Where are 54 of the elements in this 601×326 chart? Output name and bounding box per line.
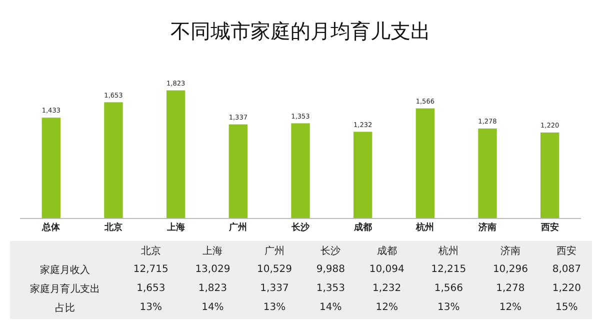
data-label: 12,215	[430, 263, 468, 277]
data-label: 12%	[498, 301, 523, 315]
x-tick-label: 西安	[540, 220, 559, 233]
category-label: 长沙	[320, 244, 342, 258]
x-tick-label: 上海	[166, 220, 185, 233]
text: 家庭月育儿支出	[29, 282, 101, 296]
x-tick-label: 杭州	[415, 220, 434, 233]
data-label: 1,232	[372, 282, 402, 296]
data-label: 1,353	[315, 282, 346, 296]
bar	[42, 118, 61, 218]
data-label: 12,715	[132, 263, 170, 277]
data-label: 10,296	[492, 263, 529, 277]
bar	[540, 132, 560, 218]
text: 占比	[54, 302, 76, 316]
data-label: 1,278	[495, 282, 526, 296]
x-tick-label: 广州	[228, 220, 248, 233]
category-label: 广州	[263, 244, 286, 258]
category-label: 济南	[499, 244, 522, 258]
bar	[104, 102, 123, 218]
x-tick-label: 成都	[352, 220, 372, 233]
data-label: 14%	[318, 301, 343, 315]
data-label: 13,029	[194, 263, 232, 277]
x-tick-label: 长沙	[290, 220, 310, 233]
bar	[478, 128, 497, 218]
x-tick-label: 北京	[104, 220, 122, 233]
category-label: 西安	[556, 244, 578, 258]
series-label: 家庭月收入	[39, 264, 91, 278]
data-label: 14%	[200, 301, 225, 315]
category-label: 成都	[376, 244, 398, 258]
data-label: 10,529	[256, 263, 293, 277]
data-label: 13%	[436, 301, 461, 315]
data-label: 1,566	[433, 282, 464, 296]
data-label: 1,337	[259, 282, 290, 296]
x-tick-label: 济南	[478, 220, 496, 233]
bar	[291, 123, 310, 218]
bar	[353, 132, 372, 218]
data-label: 13%	[138, 301, 164, 315]
x-tick-label: 总体	[41, 220, 62, 233]
bar	[416, 108, 435, 218]
data-label: 15%	[554, 301, 579, 315]
data-label: 12%	[374, 301, 399, 315]
bar	[228, 124, 248, 218]
data-label: 1,823	[197, 282, 228, 296]
data-label: 9,988	[315, 263, 346, 277]
data-label: 10,094	[368, 263, 406, 277]
data-label: 1,220	[551, 282, 582, 296]
data-label: 1,653	[136, 282, 166, 296]
chart-title: 不同城市家庭的月均育儿支出	[170, 19, 430, 43]
category-label: 北京	[140, 244, 162, 258]
category-label: 杭州	[438, 244, 460, 258]
bar	[166, 90, 186, 218]
category-label: 上海	[202, 244, 224, 258]
data-label: 13%	[262, 301, 287, 315]
data-label: 8,087	[551, 263, 582, 277]
